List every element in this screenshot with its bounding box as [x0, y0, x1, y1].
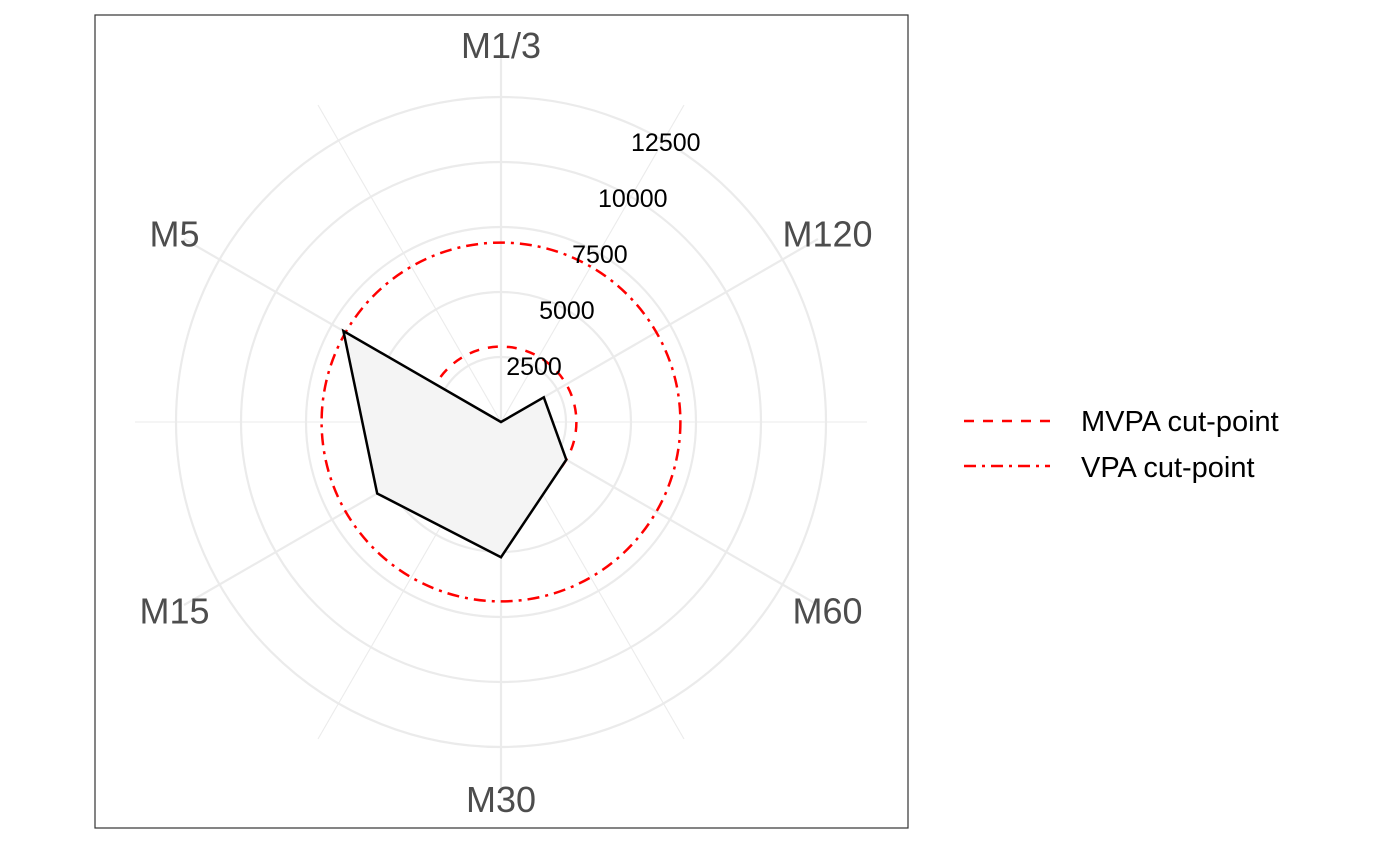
tick-label-4: 12500 [631, 129, 701, 157]
series-layer [341, 328, 568, 559]
reference-circle-1 [320, 241, 682, 603]
category-label-5: M5 [149, 214, 199, 255]
tick-label-3: 10000 [598, 185, 668, 213]
category-label-2: M60 [792, 591, 862, 632]
tick-label-2: 7500 [572, 241, 628, 269]
minor-spoke-5 [317, 104, 502, 423]
tick-label-1: 5000 [539, 297, 595, 325]
radial-tick-labels: 2500 5000 7500 10000 12500 [506, 129, 700, 381]
category-label-3: M30 [466, 779, 536, 820]
panel-border [94, 14, 909, 829]
axis-labels: M1/3 M120 M60 M30 M15 M5 [139, 25, 872, 820]
series-polygon-0 [341, 328, 568, 559]
legend: MVPA cut-point VPA cut-point [964, 406, 1279, 484]
minor-spoke-0 [500, 104, 685, 423]
tick-label-0: 2500 [506, 353, 562, 381]
spoke-1 [500, 238, 819, 423]
category-label-1: M120 [782, 214, 872, 255]
legend-label-mvpa: MVPA cut-point [1081, 406, 1279, 438]
legend-label-vpa: VPA cut-point [1081, 452, 1255, 484]
category-label-0: M1/3 [461, 25, 541, 66]
category-label-4: M15 [139, 591, 209, 632]
